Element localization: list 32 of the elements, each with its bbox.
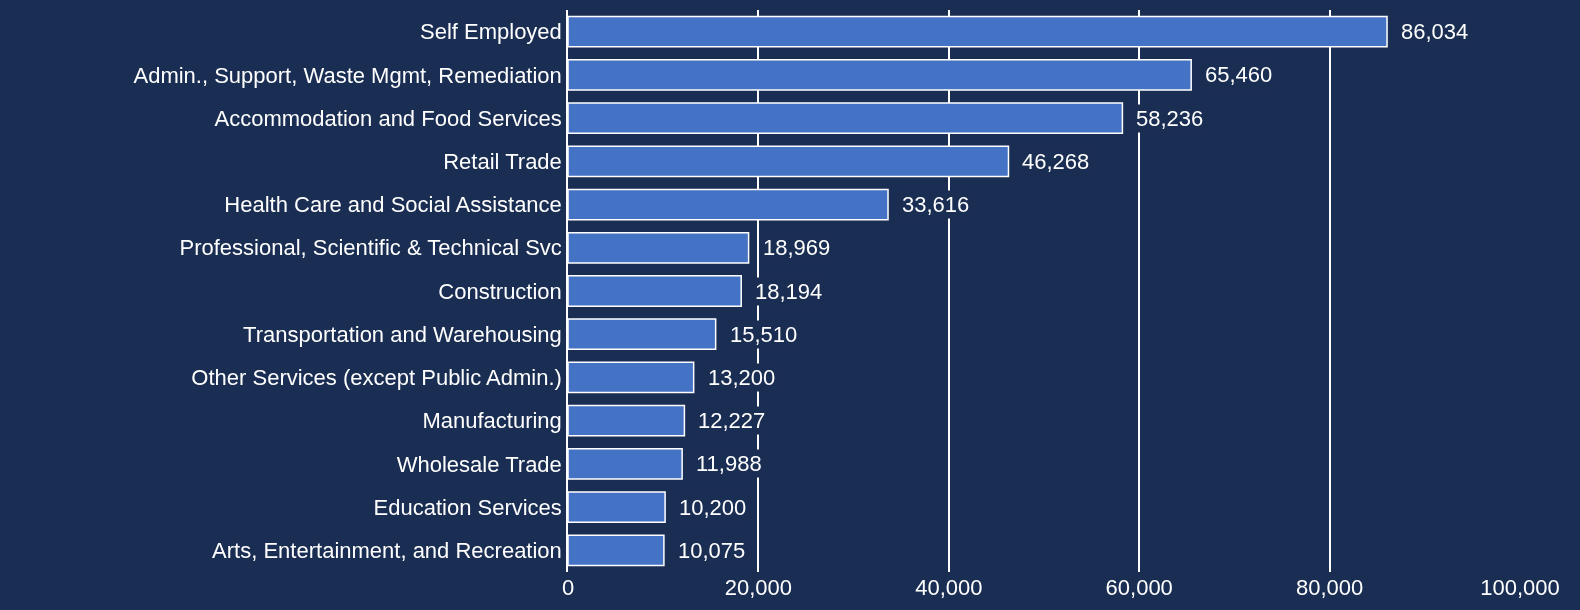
- y-tick-label: Accommodation and Food Services: [214, 105, 562, 131]
- data-label: 10,075: [678, 538, 746, 563]
- x-tick-label: 100,000: [1480, 575, 1560, 600]
- data-label: 58,236: [1136, 106, 1204, 131]
- y-tick-label: Retail Trade: [443, 149, 562, 175]
- y-tick-label: Education Services: [373, 494, 562, 520]
- y-tick-label: Admin., Support, Waste Mgmt, Remediation: [133, 62, 562, 88]
- y-tick-label: Transportation and Warehousing: [243, 321, 562, 347]
- data-label: 33,616: [902, 192, 970, 217]
- y-tick-label: Wholesale Trade: [396, 451, 562, 477]
- data-label: 18,194: [755, 279, 823, 304]
- data-label: 12,227: [698, 408, 766, 433]
- data-label: 18,969: [763, 235, 831, 260]
- data-label: 86,034: [1401, 19, 1469, 44]
- x-tick-label: 0: [561, 575, 575, 600]
- data-label: 13,200: [708, 365, 776, 390]
- y-tick-label: Other Services (except Public Admin.): [191, 365, 562, 391]
- data-label: 11,988: [696, 451, 762, 476]
- y-tick-label: Construction: [438, 278, 562, 304]
- y-tick-label: Self Employed: [419, 19, 562, 45]
- x-tick-label: 40,000: [915, 575, 983, 600]
- x-tick-label: 60,000: [1105, 575, 1173, 600]
- y-tick-label: Professional, Scientific & Technical Svc: [179, 235, 562, 261]
- x-tick-label: 80,000: [1295, 575, 1364, 600]
- data-label: 65,460: [1205, 62, 1273, 87]
- y-tick-label: Manufacturing: [422, 408, 562, 434]
- y-tick-label: Health Care and Social Assistance: [224, 192, 562, 218]
- data-label: 15,510: [730, 322, 798, 347]
- y-tick-label: Arts, Entertainment, and Recreation: [212, 538, 562, 564]
- x-tick-label: 20,000: [724, 575, 793, 600]
- data-label: 46,268: [1022, 149, 1090, 174]
- data-label: 10,200: [679, 495, 747, 520]
